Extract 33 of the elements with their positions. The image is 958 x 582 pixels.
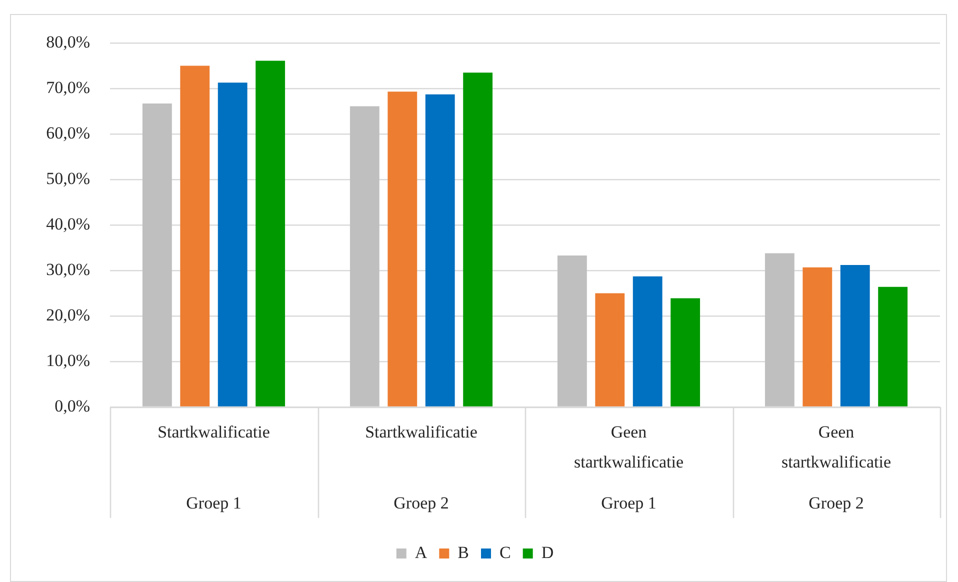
y-tick-label: 0,0% [54, 396, 90, 416]
bar [425, 94, 455, 406]
y-tick-label: 80,0% [46, 32, 90, 52]
category-label: Startkwalificatie Groep 1 [158, 422, 270, 512]
bar [463, 72, 493, 406]
bar [180, 66, 210, 406]
legend-label: D [541, 542, 554, 562]
y-tick-label: 10,0% [46, 350, 90, 370]
legend-label: B [458, 542, 470, 562]
bar [670, 298, 700, 406]
bar [557, 255, 587, 406]
bar [802, 267, 832, 406]
y-tick-label: 60,0% [46, 123, 90, 142]
bar [764, 253, 794, 406]
category-label: Geen startkwalificatie Groep 2 [781, 422, 892, 512]
bar [218, 82, 248, 406]
bar [350, 106, 380, 406]
bar [878, 286, 908, 406]
category-label: Startkwalificatie Groep 2 [365, 422, 478, 512]
bar [256, 60, 286, 406]
y-tick-label: 40,0% [46, 214, 90, 234]
bar [632, 276, 662, 406]
bar [142, 104, 172, 406]
bar [840, 265, 870, 406]
y-tick-label: 50,0% [46, 168, 90, 188]
y-tick-label: 20,0% [46, 305, 90, 324]
bar [388, 92, 418, 406]
category-label: Geen startkwalificatie Groep 1 [574, 422, 684, 512]
legend-label: C [500, 542, 511, 562]
bar [595, 293, 625, 406]
y-tick-label: 30,0% [46, 260, 90, 279]
legend-label: A [414, 542, 428, 562]
y-tick-label: 70,0% [46, 78, 90, 97]
